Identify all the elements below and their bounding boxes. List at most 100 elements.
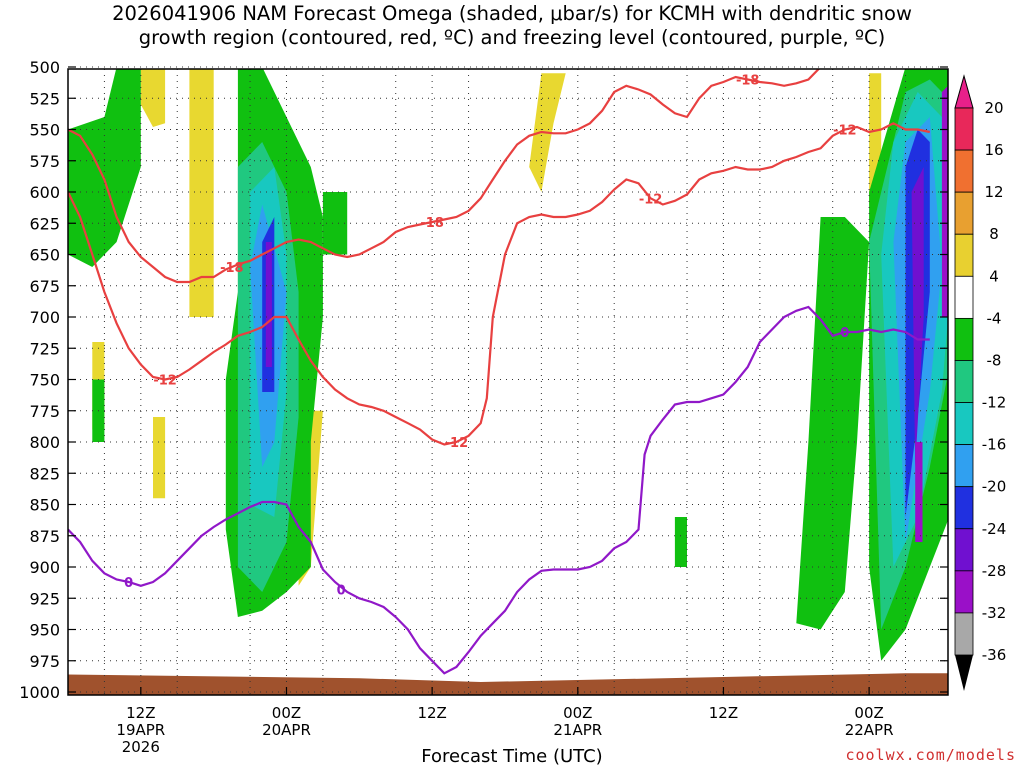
colorbar: 20 16 12 8 4 -4 -8 -12 -16 -20 -24 -28 -32 -36 — [954, 74, 1007, 691]
y-tick-label: 500 — [29, 58, 60, 77]
contour-label: 0 — [337, 584, 346, 599]
chart-title: 2026041906 NAM Forecast Omega (shaded, μ… — [0, 2, 1024, 50]
y-tick-label: 775 — [29, 402, 60, 421]
x-tick-date: 19APR — [116, 721, 165, 739]
colorbar-label: -28 — [982, 562, 1007, 580]
contour-label: -12 — [833, 124, 857, 139]
x-tick-label: 00Z — [854, 704, 883, 722]
y-tick-label: 700 — [29, 308, 60, 327]
y-tick-label: 1000 — [19, 683, 60, 702]
y-tick-label: 900 — [29, 558, 60, 577]
contour-label: -12 — [445, 436, 469, 451]
omega-region--4 — [68, 69, 141, 267]
omega-region-4 — [140, 69, 166, 127]
terrain-ground — [68, 673, 948, 695]
omega-shading — [68, 69, 1015, 661]
colorbar-label: 4 — [989, 267, 999, 285]
contour-label: 0 — [840, 326, 849, 341]
x-tick-year: 2026 — [122, 738, 160, 756]
y-tick-label: 625 — [29, 214, 60, 233]
contour-label: -18 — [420, 216, 444, 231]
x-tick-label: 12Z — [126, 704, 155, 722]
colorbar-label: -12 — [982, 394, 1007, 412]
y-tick-label: 525 — [29, 89, 60, 108]
x-tick-label: 00Z — [563, 704, 592, 722]
colorbar-swatch — [954, 275, 974, 319]
colorbar-label: 16 — [984, 141, 1003, 159]
credit-text: coolwx.com/models — [845, 746, 1016, 764]
colorbar-swatch — [954, 612, 974, 656]
y-tick-label: 950 — [29, 621, 60, 640]
colorbar-label: -36 — [982, 646, 1007, 664]
colorbar-swatch — [954, 233, 974, 277]
contour-labels: -18 -18 -18 -12 -12 -12 -12 0 0 0 — [124, 74, 857, 599]
x-tick-label: 12Z — [417, 704, 446, 722]
x-tick-label: 12Z — [709, 704, 738, 722]
colorbar-swatch — [954, 191, 974, 235]
y-tick-label: 550 — [29, 121, 60, 140]
omega-region--28 — [915, 442, 923, 542]
y-tick-label: 650 — [29, 246, 60, 265]
colorbar-label: 8 — [989, 225, 999, 243]
omega-region--4 — [674, 517, 687, 567]
omega-region--4 — [322, 192, 348, 255]
contour-label: 0 — [124, 576, 133, 591]
y-tick-label: 800 — [29, 433, 60, 452]
colorbar-label: -32 — [982, 604, 1007, 622]
y-tick-label: 725 — [29, 339, 60, 358]
y-axis: 500 525 550 575 600 625 650 675 700 725 750 775 800 8… — [19, 58, 948, 702]
colorbar-swatch — [954, 360, 974, 403]
grid-lines — [68, 66, 948, 695]
colorbar-swatch — [954, 402, 974, 446]
omega-region--24 — [911, 167, 924, 467]
plot-frame — [67, 68, 949, 696]
y-tick-label: 750 — [29, 371, 60, 390]
colorbar-label: -24 — [982, 520, 1007, 538]
omega-region--28 — [941, 85, 948, 317]
y-tick-label: 575 — [29, 152, 60, 171]
x-tick-date: 22APR — [845, 721, 894, 739]
terrain-fill — [68, 673, 948, 695]
colorbar-swatch — [954, 570, 974, 614]
y-tick-label: 825 — [29, 464, 60, 483]
chart-title-line1: 2026041906 NAM Forecast Omega (shaded, μ… — [112, 2, 912, 25]
colorbar-label: 20 — [984, 99, 1003, 117]
colorbar-swatch — [954, 107, 974, 151]
contour-label: -18 — [736, 74, 760, 89]
y-tick-label: 850 — [29, 496, 60, 515]
contour-lines — [68, 69, 931, 675]
omega-region--24 — [265, 242, 272, 367]
omega-region-4 — [153, 417, 166, 499]
colorbar-label: -4 — [987, 309, 1002, 327]
contour-0 — [68, 305, 930, 675]
contour--18 — [68, 69, 821, 284]
x-axis-title: Forecast Time (UTC) — [421, 746, 603, 767]
colorbar-swatch — [954, 149, 974, 193]
omega-region--4 — [1003, 292, 1015, 380]
contour-label: -12 — [639, 192, 663, 207]
y-tick-label: 675 — [29, 277, 60, 296]
y-tick-label: 875 — [29, 527, 60, 546]
colorbar-swatch — [954, 528, 974, 572]
colorbar-swatch — [954, 317, 974, 361]
contour-label: -18 — [220, 261, 244, 276]
chart-title-line2: growth region (contoured, red, ºC) and f… — [138, 26, 886, 49]
colorbar-label: -20 — [982, 478, 1007, 496]
contour--12 — [68, 122, 931, 446]
x-tick-label: 00Z — [272, 704, 301, 722]
colorbar-label: -8 — [987, 351, 1002, 369]
x-tick-date: 21APR — [553, 721, 602, 739]
omega-region-4 — [189, 69, 214, 317]
colorbar-bottom-arrow — [955, 655, 973, 691]
x-tick-date: 20APR — [262, 721, 311, 739]
colorbar-top-arrow — [954, 74, 974, 109]
contour-label: -12 — [153, 374, 177, 389]
colorbar-label: -16 — [982, 436, 1007, 454]
y-tick-label: 600 — [29, 183, 60, 202]
y-tick-label: 975 — [29, 652, 60, 671]
colorbar-swatch — [954, 486, 974, 530]
colorbar-label: 12 — [984, 183, 1003, 201]
colorbar-swatch — [954, 444, 974, 488]
